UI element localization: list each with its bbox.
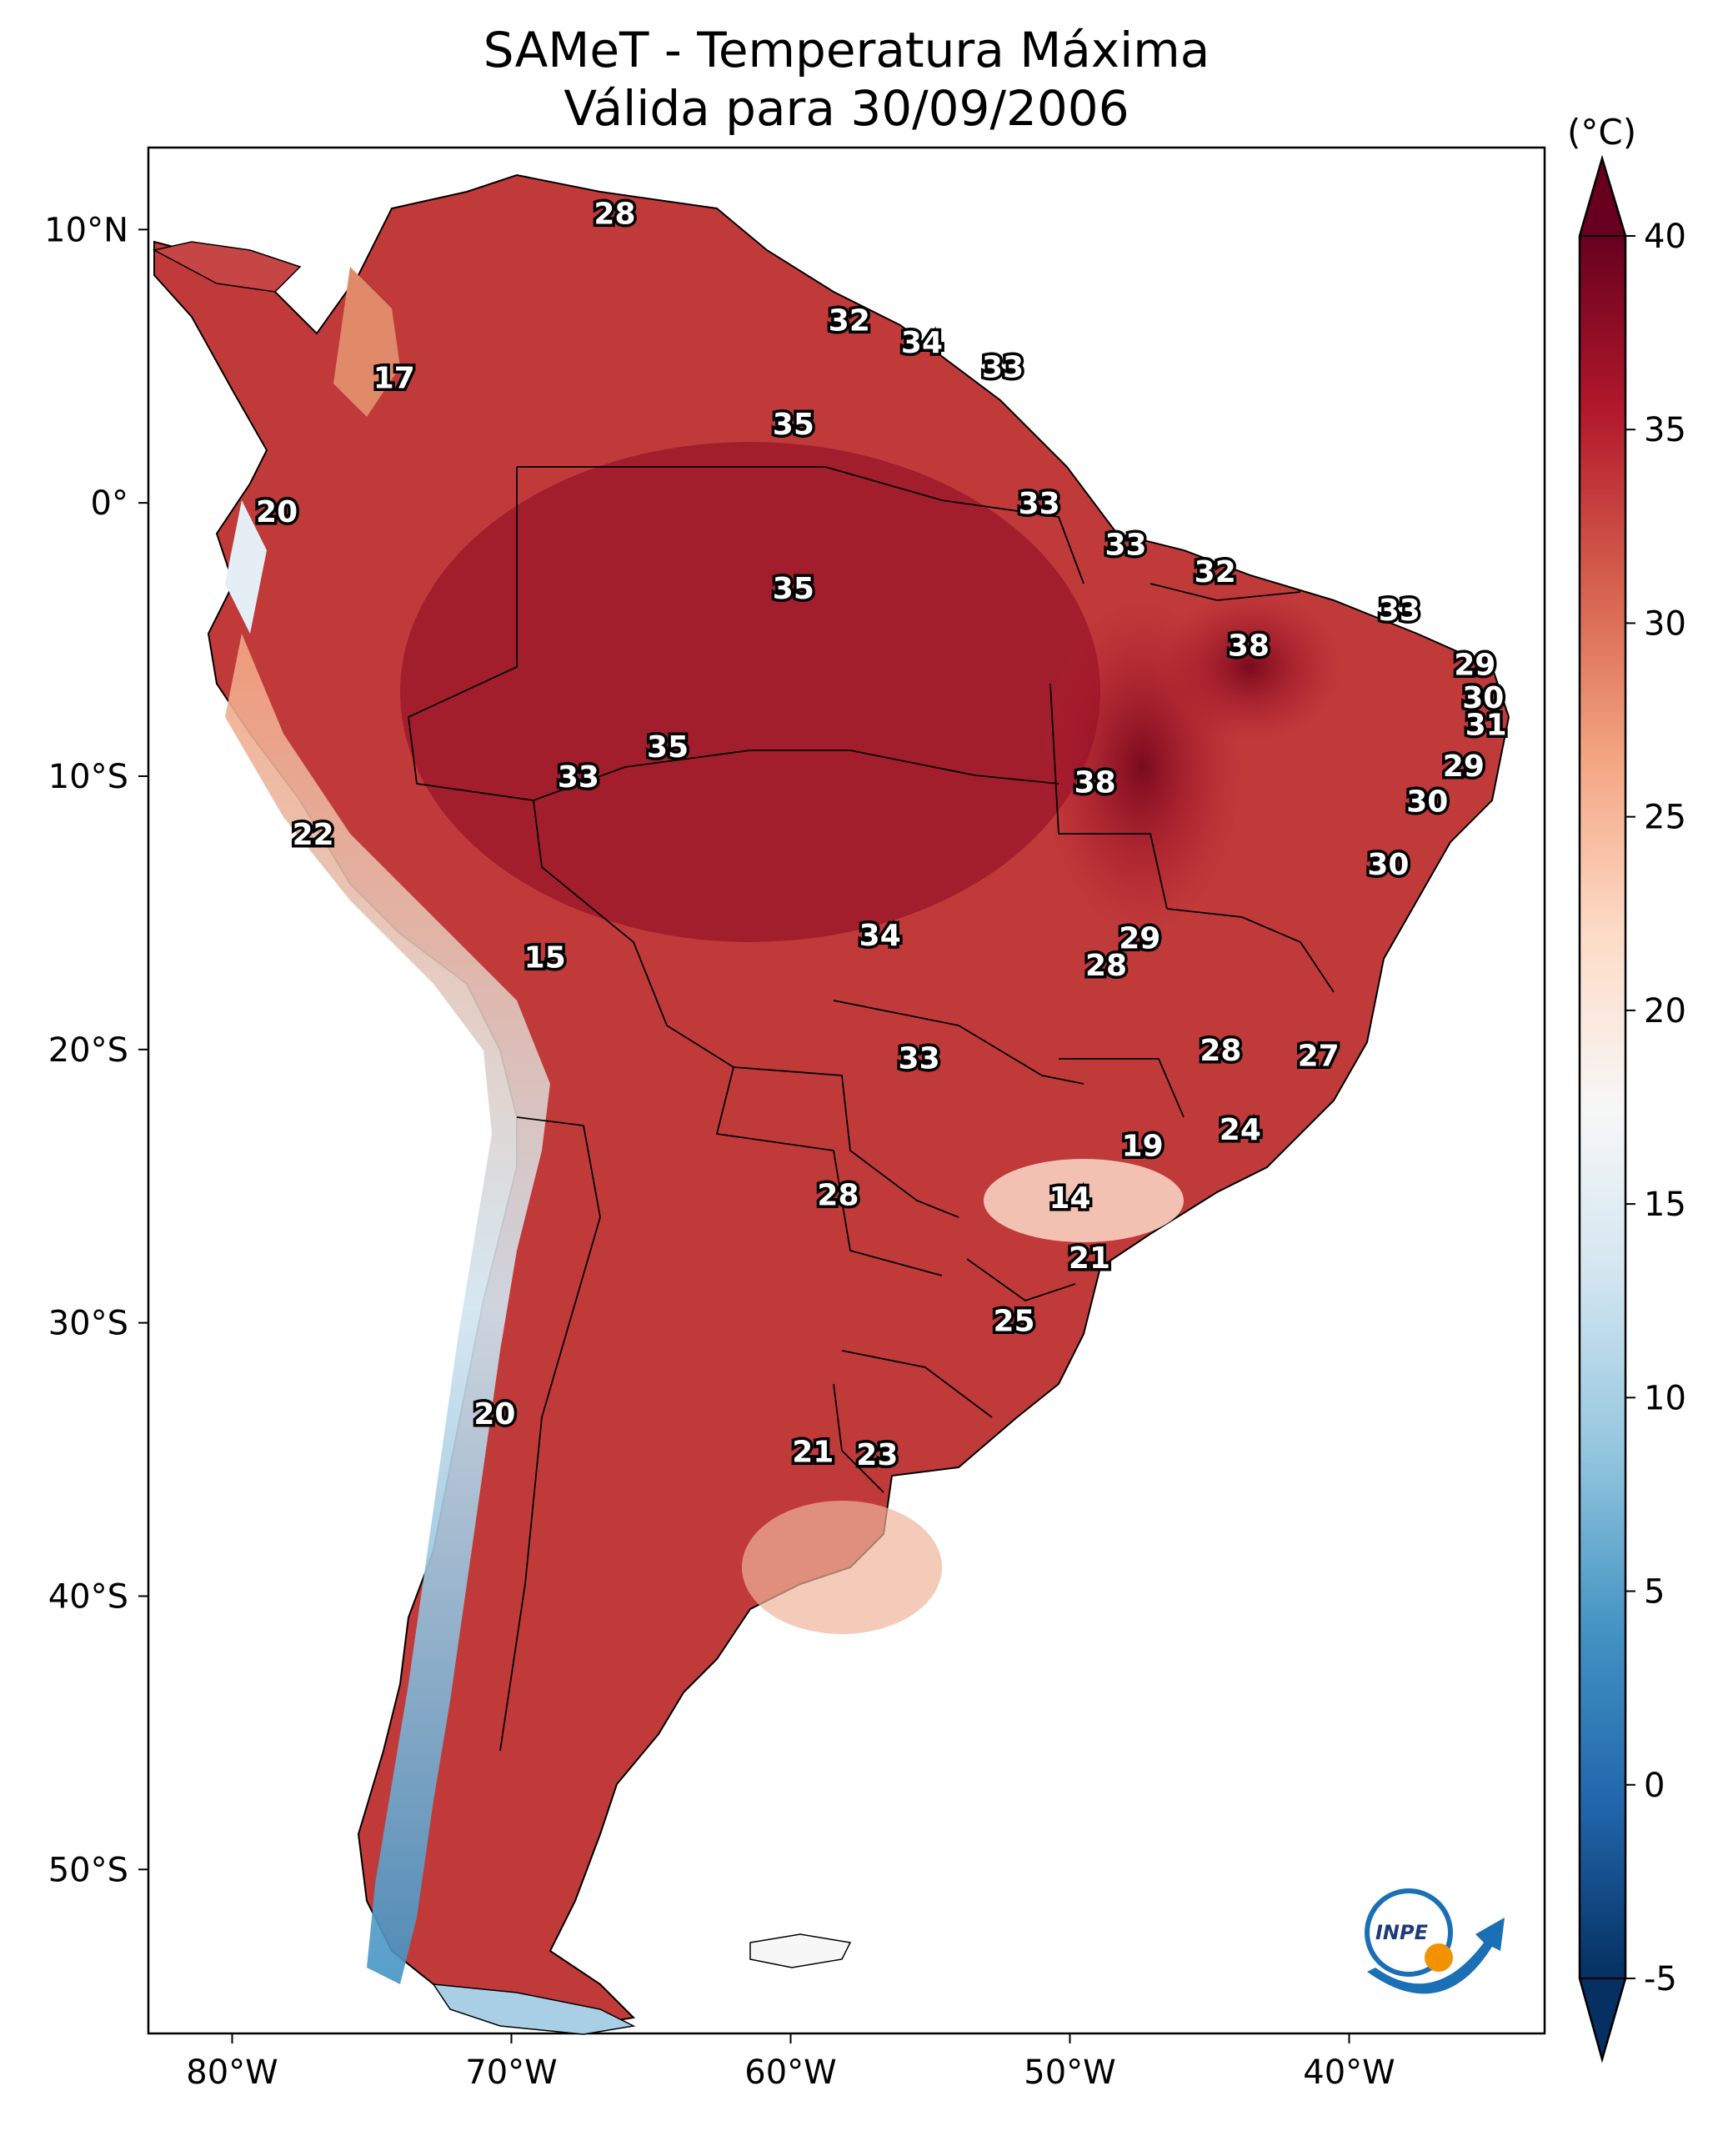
contour-label: 17 [373,361,415,395]
y-tick-label: 40°S [48,1577,128,1616]
colorbar-tick-label: 30 [1644,604,1686,643]
colorbar: -5 0 5 10 15 20 25 30 35 40 (°C) [1567,112,1686,2063]
colorbar-tick-label: 25 [1644,799,1686,837]
x-tick-label: 70°W [465,2053,557,2092]
contour-label: 21 [1069,1241,1110,1276]
y-tick-label: 20°S [48,1031,128,1070]
colorbar-body [1580,236,1625,1978]
contour-label: 30 [1462,681,1504,715]
continent-shading [152,173,1510,2035]
y-tick-label: 30°S [48,1305,128,1343]
central-america-strip [152,241,302,293]
contour-label: 35 [773,572,814,606]
contour-label: 23 [856,1438,898,1472]
colorbar-tick-label: 5 [1644,1573,1665,1612]
contour-label: 33 [1104,528,1146,562]
colorbar-tick-label: 40 [1644,218,1686,256]
southeast-cool-zone [984,1159,1184,1242]
contour-label: 29 [1119,921,1160,955]
contour-label: 28 [594,198,635,232]
contour-label: 32 [829,304,870,338]
contour-label: 21 [792,1436,834,1470]
logo-label: INPE [1375,1921,1429,1944]
y-tick-label: 10°S [48,758,128,796]
contour-label: 33 [1379,594,1420,628]
x-axis-ticks: 80°W 70°W 60°W 50°W 40°W [186,2033,1395,2092]
contour-label: 38 [1074,766,1116,800]
contour-label: 33 [1019,487,1060,521]
amazon-hot-zone [400,442,1100,942]
colorbar-unit: (°C) [1567,112,1636,153]
contour-label: 20 [256,495,298,529]
contour-label: 31 [1465,709,1507,743]
logo-ring-icon [1365,1888,1453,1977]
contour-label: 35 [773,408,814,442]
colorbar-tick-label: 15 [1644,1186,1686,1224]
contour-label: 28 [1085,949,1127,983]
x-tick-label: 60°W [744,2053,836,2092]
contour-label: 22 [293,818,334,852]
y-tick-label: 50°S [48,1851,128,1889]
contour-label: 35 [647,730,689,765]
contour-label: 15 [524,940,566,975]
contour-label: 33 [982,350,1024,384]
contour-label: 30 [1367,848,1409,882]
colorbar-tick-label: 35 [1644,411,1686,449]
y-axis-ticks: 10°N 0° 10°S 20°S 30°S 40°S 50°S [44,211,148,1889]
colorbar-max-arrow [1578,155,1627,237]
contour-label: 20 [473,1397,515,1431]
country-borders [408,466,1335,1752]
contour-label: 34 [901,326,943,360]
contour-label: 28 [817,1179,859,1213]
colorbar-min-arrow [1578,1978,1627,2063]
y-tick-label: 10°N [44,211,128,249]
contour-label: 25 [993,1304,1034,1338]
contour-label: 33 [558,760,599,795]
contour-label: 28 [1200,1034,1241,1068]
falkland-islands [749,1933,852,1968]
colorbar-tick-label: -5 [1644,1960,1677,1998]
tierra-del-fuego [432,1983,636,2035]
map-subtitle: Válida para 30/09/2006 [563,80,1129,137]
contour-label: 14 [1049,1181,1090,1216]
x-tick-label: 50°W [1024,2053,1115,2092]
northeast-hot-zone [1159,592,1342,742]
contour-label: 24 [1220,1113,1261,1147]
logo-sun-icon [1425,1943,1453,1972]
contour-label: 33 [899,1042,940,1076]
contour-label: 19 [1122,1130,1164,1164]
x-tick-label: 40°W [1303,2053,1395,2092]
colorbar-tick-label: 0 [1644,1767,1665,1805]
contour-label: 29 [1454,649,1495,683]
contour-label: 38 [1228,629,1270,664]
andes-cold-ridge [225,634,550,1984]
inpe-logo: INPE [1365,1888,1505,1994]
colorbar-tick-label: 10 [1644,1379,1686,1417]
contour-label: 32 [1195,555,1236,589]
colorbar-ticks: -5 0 5 10 15 20 25 30 35 40 [1625,218,1686,1998]
map-title: SAMeT - Temperatura Máxima [483,22,1210,78]
colorbar-tick-label: 20 [1644,992,1686,1030]
x-tick-label: 80°W [186,2053,278,2092]
contour-label: 30 [1406,785,1448,820]
ecuadorian-andes [225,500,267,634]
pampa-warm-zone [742,1501,942,1634]
colombian-andes [333,267,400,417]
logo-arrow-icon [1367,1918,1505,1994]
contour-label: 27 [1298,1039,1340,1073]
contour-label: 34 [859,919,901,953]
contour-label: 29 [1443,750,1485,784]
y-tick-label: 0° [91,484,128,523]
